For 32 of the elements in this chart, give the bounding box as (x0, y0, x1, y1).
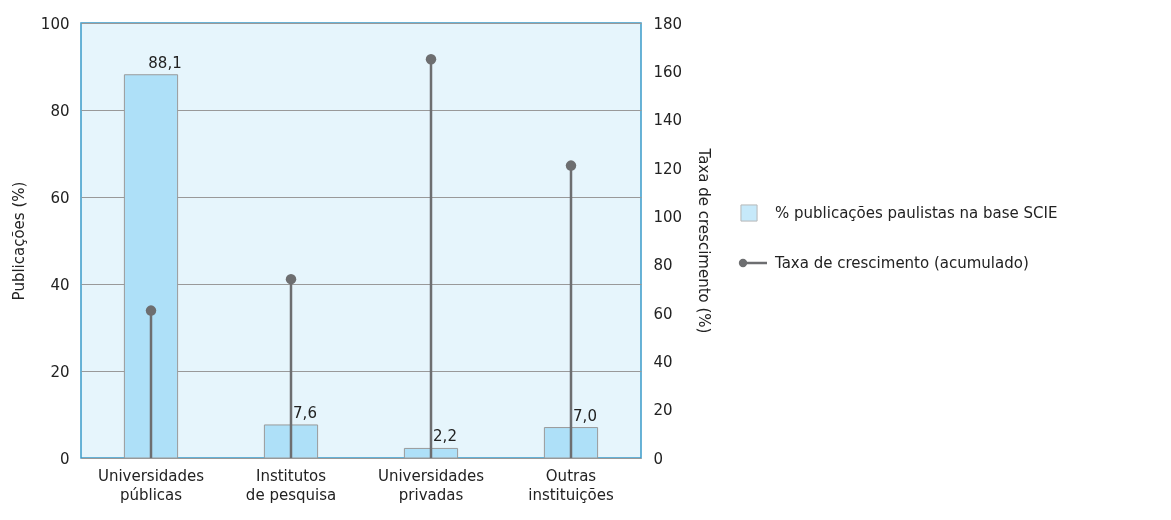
y-tick-label: 100 (40, 14, 70, 33)
data-label: 88,1 (148, 53, 182, 72)
y2-tick-label: 140 (653, 111, 683, 130)
y2-tick-label: 60 (653, 304, 673, 323)
y2-tick-label: 0 (653, 449, 664, 468)
legend-label: Taxa de crescimento (acumulado) (774, 254, 1029, 272)
point (565, 160, 577, 171)
point (425, 54, 437, 65)
point (285, 273, 297, 285)
y2-tick-label: 180 (653, 14, 683, 33)
data-label: 7,6 (293, 403, 317, 422)
y-tick-label: 0 (59, 449, 70, 468)
y2-tick-label: 80 (653, 256, 673, 275)
x-tick-label: Outras instituições (528, 466, 614, 504)
x-tick-label: Universidades privadas (377, 466, 485, 504)
y-tick-label: 40 (50, 275, 70, 294)
y-axis-title: Publicações (%) (9, 181, 28, 301)
data-label: 2,2 (433, 427, 457, 446)
x-tick-label: Universidades públicas (97, 466, 205, 504)
y2-tick-label: 120 (653, 159, 683, 178)
point (145, 305, 157, 316)
x-tick-label: Institutos de pesquisa (245, 466, 337, 504)
data-label: 7,0 (573, 406, 597, 425)
y-tick-label: 60 (50, 188, 70, 207)
y-tick-label: 20 (50, 362, 70, 381)
y2-tick-label: 40 (653, 352, 673, 371)
y-tick-label: 80 (50, 101, 70, 120)
y2-tick-label: 100 (653, 207, 683, 226)
y2-tick-label: 160 (653, 62, 683, 81)
legend-label: % publicações paulistas na base SCIE (775, 204, 1058, 222)
y2-tick-label: 20 (653, 401, 673, 420)
y2-axis-title: Taxa de crescimento (%) (695, 147, 714, 334)
